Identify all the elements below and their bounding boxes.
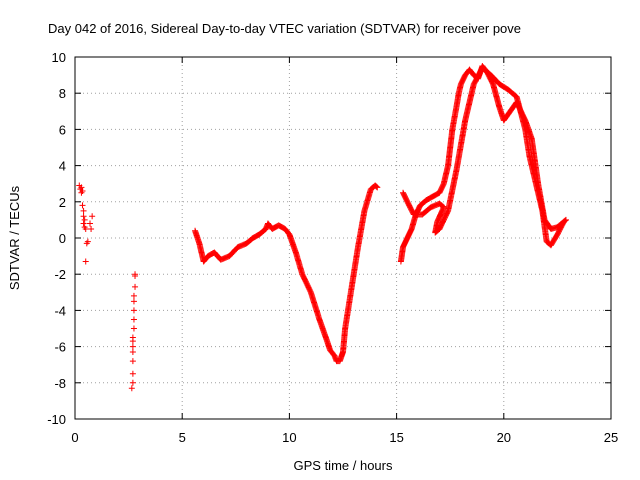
x-axis-label: GPS time / hours — [294, 458, 393, 473]
y-tick-label: -2 — [54, 267, 66, 282]
data-point — [80, 213, 87, 220]
data-point — [129, 349, 136, 356]
y-tick-label: 4 — [59, 159, 66, 174]
data-point — [129, 343, 136, 350]
x-tick-label: 20 — [497, 430, 511, 445]
data-point — [80, 220, 87, 227]
chart-title: Day 042 of 2016, Sidereal Day-to-day VTE… — [48, 21, 521, 36]
data-point — [89, 213, 96, 220]
data-point — [82, 225, 89, 232]
data-points — [76, 63, 569, 392]
data-point — [79, 202, 86, 209]
y-tick-label: 8 — [59, 86, 66, 101]
data-point — [129, 358, 136, 365]
data-point — [560, 218, 567, 225]
data-point — [80, 207, 87, 214]
grid — [75, 57, 611, 419]
data-point — [374, 184, 381, 191]
data-point — [81, 216, 88, 223]
y-tick-label: 10 — [52, 50, 66, 65]
y-tick-label: -8 — [54, 376, 66, 391]
y-tick-label: 6 — [59, 122, 66, 137]
y-tick-label: 0 — [59, 231, 66, 246]
y-tick-label: -4 — [54, 303, 66, 318]
y-tick-label: -10 — [47, 412, 66, 427]
data-point — [130, 316, 137, 323]
data-point — [129, 370, 136, 377]
data-point — [372, 183, 379, 190]
data-point — [129, 379, 136, 386]
data-point — [79, 187, 86, 194]
data-point — [560, 219, 567, 226]
ticks: -10 -8 -6 -4 -2 0 2 4 6 8 10 0 5 10 15 20 25 — [47, 50, 618, 445]
data-point — [129, 334, 136, 341]
data-point — [130, 325, 137, 332]
data-point — [87, 220, 94, 227]
data-point — [132, 283, 139, 290]
x-tick-label: 15 — [389, 430, 403, 445]
data-point — [373, 183, 380, 190]
data-point — [128, 385, 135, 392]
data-point — [88, 225, 95, 232]
x-tick-label: 5 — [179, 430, 186, 445]
data-point — [78, 184, 85, 191]
data-point — [132, 271, 139, 278]
data-point — [82, 258, 89, 265]
y-tick-label: 2 — [59, 195, 66, 210]
x-tick-label: 10 — [282, 430, 296, 445]
data-point — [84, 238, 91, 245]
y-axis-label: SDTVAR / TECUs — [7, 185, 22, 290]
x-tick-label: 25 — [604, 430, 618, 445]
data-point — [130, 307, 137, 314]
y-tick-label: -6 — [54, 340, 66, 355]
data-point — [130, 292, 137, 299]
data-point — [130, 298, 137, 305]
x-tick-label: 0 — [71, 430, 78, 445]
